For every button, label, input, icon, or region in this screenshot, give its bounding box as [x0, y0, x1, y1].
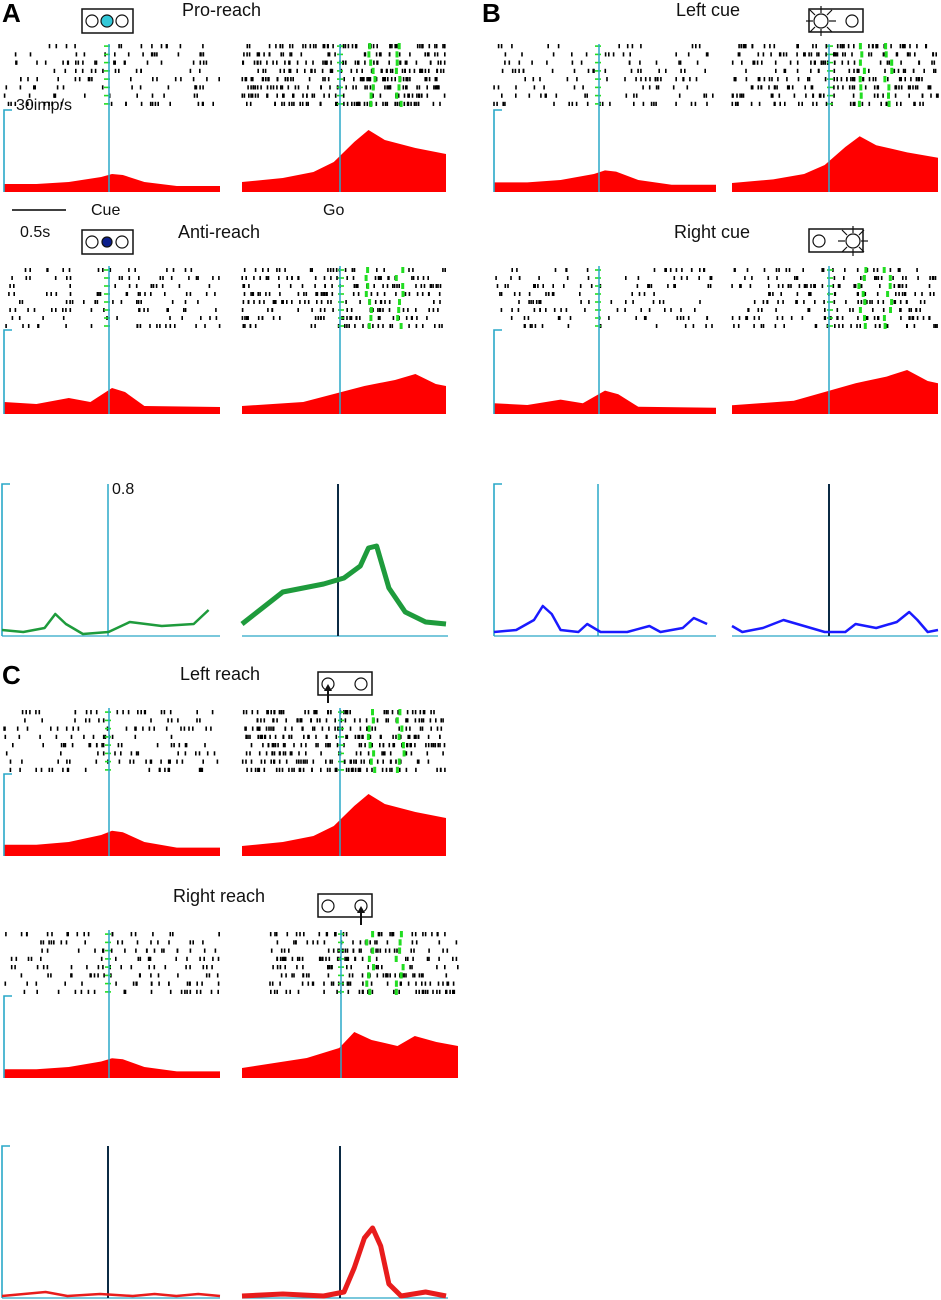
raster-pro-cue	[3, 44, 220, 106]
raster-anti-go	[241, 267, 447, 329]
psth-anti-cue	[4, 388, 220, 414]
trace-cue-cue	[493, 604, 708, 634]
go-event-label: Go	[323, 202, 344, 219]
scale-bar-line-b	[493, 483, 502, 636]
raster-lreach-go	[241, 709, 446, 773]
title-right-cue: Right cue	[674, 222, 750, 242]
raster-rreach-cue	[4, 932, 220, 994]
right-reach-arrow-icon	[317, 893, 373, 925]
scale-value-label: 0.8	[112, 481, 134, 498]
plot-area	[1, 43, 939, 1299]
panel-label-c: C	[2, 660, 21, 690]
psth-pro-cue	[4, 174, 220, 192]
scale-bar-anti	[3, 329, 12, 414]
title-anti-reach: Anti-reach	[178, 222, 260, 242]
psth-right-go	[732, 370, 938, 414]
psth-right-cue	[494, 390, 716, 414]
trace-reach-go	[241, 1225, 447, 1299]
trace-reach-cue	[1, 1290, 221, 1298]
scale-bar-left	[493, 109, 502, 192]
scale-bar-line-c	[1, 1145, 10, 1298]
scale-bar-pro	[3, 109, 12, 192]
psth-pro-go	[242, 130, 446, 192]
panel-label-a: A	[2, 0, 21, 28]
psth-left-cue	[494, 170, 716, 192]
anti-cue-light-icon	[81, 229, 134, 255]
raster-rreach-go	[269, 931, 459, 995]
raster-pro-go	[241, 43, 446, 107]
psth-left-go	[732, 136, 938, 192]
raster-right-go	[731, 267, 938, 329]
title-left-reach: Left reach	[180, 664, 260, 684]
pro-cue-light-icon	[81, 8, 134, 34]
raster-lreach-cue	[3, 710, 219, 772]
raster-left-go	[731, 43, 939, 107]
scale-bar-lreach	[3, 773, 12, 856]
title-right-reach: Right reach	[173, 886, 265, 906]
psth-lreach-cue	[4, 830, 220, 856]
panel-label-b: B	[482, 0, 501, 28]
psth-rreach-go	[242, 1032, 458, 1078]
title-left-cue: Left cue	[676, 0, 740, 20]
trace-anti-pro-cue	[1, 609, 210, 636]
psth-rreach-cue	[4, 1058, 220, 1078]
left-reach-arrow-icon	[317, 671, 373, 703]
right-light-icon	[808, 226, 868, 256]
title-pro-reach: Pro-reach	[182, 0, 261, 20]
psth-lreach-go	[242, 794, 446, 856]
raster-anti-cue	[5, 268, 221, 328]
trace-cue-go	[731, 610, 939, 634]
scale-time-label: 0.5s	[20, 224, 50, 241]
scale-bar-right	[493, 329, 502, 414]
left-light-icon	[806, 6, 864, 36]
raster-right-cue	[495, 268, 713, 328]
raster-left-cue	[493, 44, 714, 106]
scale-bar-line-a	[1, 483, 10, 636]
scale-bar-rreach	[3, 995, 12, 1078]
trace-anti-pro-go	[240, 543, 447, 627]
cue-event-label: Cue	[91, 202, 120, 219]
psth-anti-go	[242, 374, 446, 414]
